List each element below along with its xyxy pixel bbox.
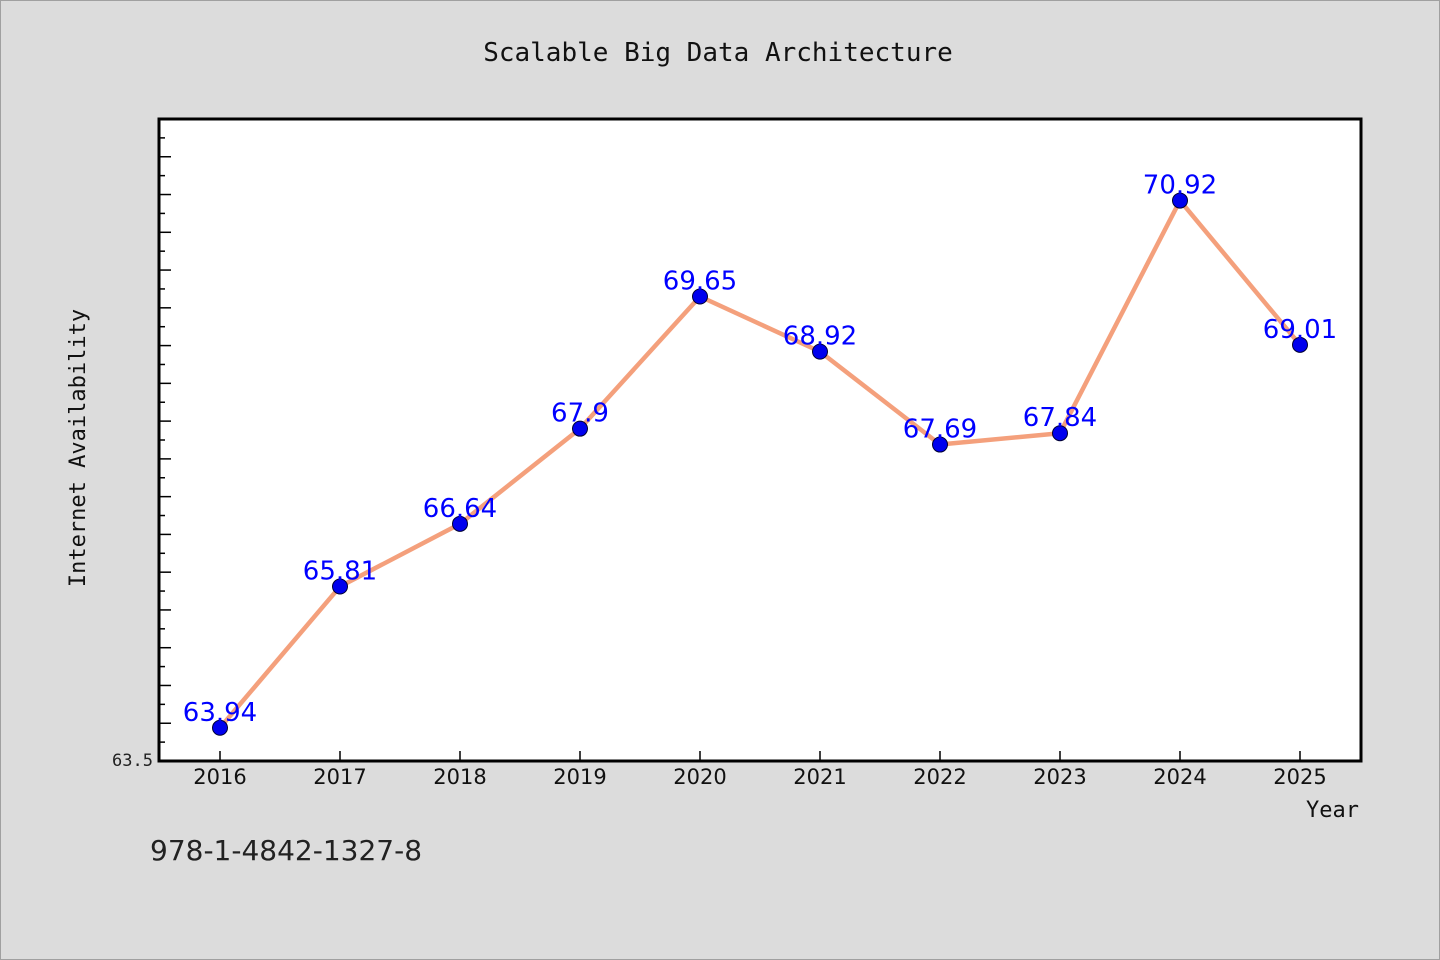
data-label: 67.69 bbox=[903, 415, 977, 445]
data-label: 65.81 bbox=[303, 557, 377, 587]
data-label: 67.9 bbox=[551, 399, 609, 429]
data-label: 68.92 bbox=[783, 322, 857, 352]
x-axis: 2016 2017 2018 2019 2020 2021 2022 2023 2024 2025 bbox=[193, 751, 1327, 789]
data-point bbox=[692, 288, 708, 305]
data-point bbox=[1052, 425, 1068, 442]
x-tick-label: 2018 bbox=[433, 765, 486, 789]
data-label: 69.65 bbox=[663, 266, 737, 296]
x-tick-label: 2025 bbox=[1273, 765, 1326, 789]
x-tick-label: 2023 bbox=[1033, 765, 1086, 789]
data-label: 67.84 bbox=[1023, 403, 1097, 433]
x-tick-label: 2021 bbox=[793, 765, 846, 789]
data-label: 66.64 bbox=[423, 494, 497, 524]
y-axis-label: Internet Availability bbox=[66, 309, 91, 587]
data-point bbox=[1172, 192, 1188, 209]
data-point bbox=[812, 343, 828, 360]
x-tick-label: 2016 bbox=[193, 765, 246, 789]
x-tick-label: 2022 bbox=[913, 765, 966, 789]
plot-area bbox=[157, 117, 1363, 763]
data-label: 69.01 bbox=[1263, 315, 1337, 345]
data-point bbox=[452, 515, 468, 532]
chart-title: Scalable Big Data Architecture bbox=[483, 38, 953, 68]
isbn-footer: 978-1-4842-1327-8 bbox=[150, 834, 423, 867]
x-tick-label: 2017 bbox=[313, 765, 366, 789]
x-tick-label: 2020 bbox=[673, 765, 726, 789]
data-point bbox=[332, 578, 348, 595]
data-label: 63.94 bbox=[183, 698, 257, 728]
x-tick-label: 2024 bbox=[1153, 765, 1206, 789]
y-axis-ticks bbox=[159, 137, 171, 743]
y-axis-tick-label: 63.5 bbox=[112, 751, 153, 771]
data-point bbox=[1292, 336, 1308, 353]
data-point bbox=[212, 719, 228, 736]
data-label: 70.92 bbox=[1143, 171, 1217, 201]
data-point bbox=[572, 420, 588, 437]
data-point bbox=[932, 436, 948, 453]
series-line bbox=[217, 198, 1303, 731]
x-tick-label: 2019 bbox=[553, 765, 606, 789]
x-axis-label: Year bbox=[1306, 798, 1359, 823]
data-labels: 63.94 65.81 66.64 67.9 69.65 68.92 67.69 67.84 7… bbox=[183, 171, 1337, 728]
data-points bbox=[212, 192, 1308, 736]
